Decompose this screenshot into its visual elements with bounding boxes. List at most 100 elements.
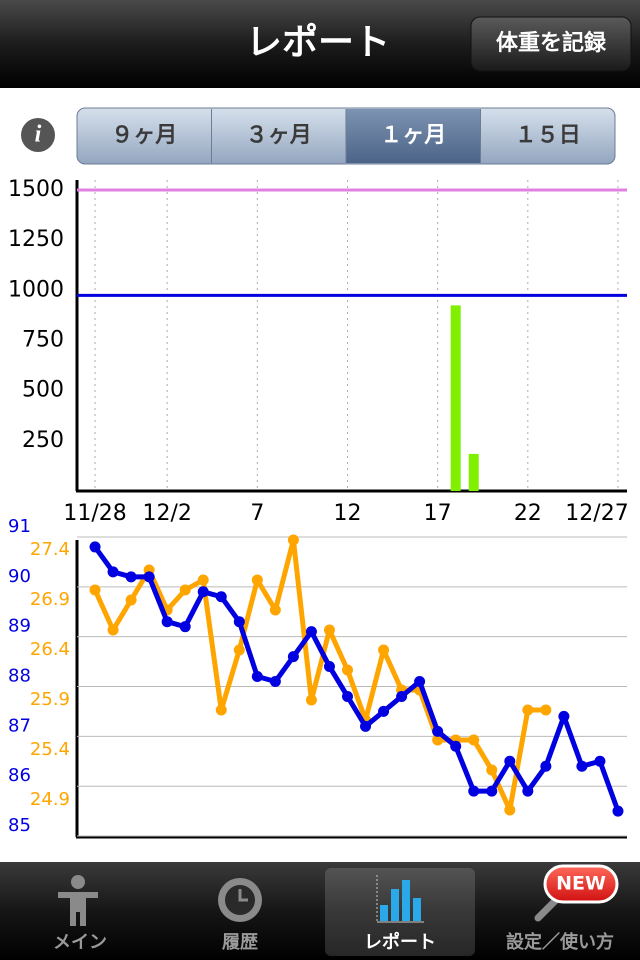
tab-label[interactable]: メイン bbox=[53, 932, 107, 953]
y-tick-label: 500 bbox=[22, 378, 64, 403]
data-point bbox=[305, 694, 317, 706]
data-point bbox=[468, 734, 480, 746]
tab-icon-report bbox=[376, 875, 424, 923]
y-tick-label: 1250 bbox=[8, 227, 64, 252]
x-tick-label: 11/28 bbox=[63, 501, 126, 526]
data-point bbox=[143, 571, 155, 583]
new-badge bbox=[543, 864, 619, 904]
data-point bbox=[215, 591, 227, 603]
y-tick-label: 90 bbox=[8, 566, 31, 587]
data-point bbox=[107, 566, 119, 578]
data-point bbox=[233, 644, 245, 656]
tab-label[interactable]: 履歴 bbox=[222, 932, 258, 953]
y-tick-label: 91 bbox=[8, 516, 31, 537]
y-tick-label: 87 bbox=[8, 715, 31, 736]
tab-label[interactable]: レポート bbox=[364, 931, 436, 953]
data-point bbox=[125, 571, 137, 583]
y2-tick-label: 26.9 bbox=[30, 589, 70, 610]
data-point bbox=[269, 604, 281, 616]
data-point bbox=[161, 616, 173, 628]
data-point bbox=[179, 621, 191, 633]
y2-tick-label: 24.9 bbox=[30, 789, 70, 810]
tab-selected[interactable] bbox=[325, 868, 475, 956]
record-button[interactable] bbox=[470, 16, 632, 72]
data-point bbox=[432, 734, 444, 746]
y-tick-label: 86 bbox=[8, 765, 31, 786]
data-point bbox=[215, 704, 227, 716]
data-point bbox=[341, 690, 353, 702]
data-point bbox=[197, 574, 209, 586]
bar bbox=[450, 305, 461, 491]
new-badge-label: NEW bbox=[556, 873, 606, 895]
y-tick-label: 750 bbox=[22, 328, 64, 353]
y2-tick-label: 26.4 bbox=[30, 639, 70, 660]
data-point bbox=[432, 725, 444, 737]
data-point bbox=[107, 624, 119, 636]
y-tick-label: 250 bbox=[22, 428, 64, 453]
data-point bbox=[251, 671, 263, 683]
series-line bbox=[92, 537, 546, 813]
info-icon[interactable] bbox=[21, 118, 55, 152]
segment-label[interactable]: １ヶ月 bbox=[380, 123, 446, 148]
x-tick-label: 17 bbox=[424, 501, 452, 526]
data-point bbox=[305, 626, 317, 638]
data-point bbox=[486, 785, 498, 797]
y-tick-label: 88 bbox=[8, 666, 31, 687]
segment-label[interactable]: １５日 bbox=[515, 123, 581, 148]
data-point bbox=[89, 541, 101, 553]
record-button-label[interactable]: 体重を記録 bbox=[496, 30, 607, 56]
data-point bbox=[378, 705, 390, 717]
y-tick-label: 1000 bbox=[8, 277, 64, 302]
nav-title: レポート bbox=[246, 21, 390, 63]
x-tick-label: 12/2 bbox=[142, 501, 191, 526]
data-point bbox=[323, 624, 335, 636]
tab-icon-history bbox=[218, 878, 262, 922]
data-point bbox=[450, 740, 462, 752]
bar bbox=[468, 453, 479, 491]
segment-selected[interactable] bbox=[346, 109, 481, 163]
x-tick-label: 12 bbox=[333, 501, 361, 526]
y2-tick-label: 25.4 bbox=[30, 739, 70, 760]
segment-label[interactable]: ３ヶ月 bbox=[246, 123, 312, 148]
data-point bbox=[558, 710, 570, 722]
y2-tick-label: 27.4 bbox=[30, 539, 70, 560]
data-point bbox=[504, 804, 516, 816]
y-tick-label: 85 bbox=[8, 815, 31, 836]
segment-label[interactable]: ９ヶ月 bbox=[111, 123, 177, 148]
data-point bbox=[125, 594, 137, 606]
data-point bbox=[396, 690, 408, 702]
data-point bbox=[594, 755, 606, 767]
x-tick-label: 12/27 bbox=[565, 501, 628, 526]
data-point bbox=[233, 616, 245, 628]
y2-tick-label: 25.9 bbox=[30, 689, 70, 710]
info-icon-label[interactable]: i bbox=[35, 122, 42, 148]
data-point bbox=[179, 584, 191, 596]
data-point bbox=[468, 785, 480, 797]
data-point bbox=[522, 785, 534, 797]
data-point bbox=[504, 755, 516, 767]
data-point bbox=[197, 586, 209, 598]
x-tick-label: 22 bbox=[514, 501, 542, 526]
data-point bbox=[341, 664, 353, 676]
data-point bbox=[287, 651, 299, 663]
data-point bbox=[612, 805, 624, 817]
data-point bbox=[486, 764, 498, 776]
tab-label[interactable]: 設定／使い方 bbox=[506, 931, 614, 953]
data-point bbox=[522, 704, 534, 716]
data-point bbox=[89, 584, 101, 596]
data-point bbox=[287, 534, 299, 546]
data-point bbox=[378, 644, 390, 656]
data-point bbox=[251, 574, 263, 586]
data-point bbox=[269, 676, 281, 687]
data-point bbox=[540, 704, 552, 716]
y-tick-label: 89 bbox=[8, 616, 31, 637]
data-point bbox=[323, 661, 335, 673]
data-point bbox=[576, 760, 588, 772]
data-point bbox=[360, 720, 372, 732]
tab-bar bbox=[0, 862, 640, 960]
y-tick-label: 1500 bbox=[8, 177, 64, 202]
tab-icon-main bbox=[58, 875, 98, 926]
data-point bbox=[540, 760, 552, 772]
